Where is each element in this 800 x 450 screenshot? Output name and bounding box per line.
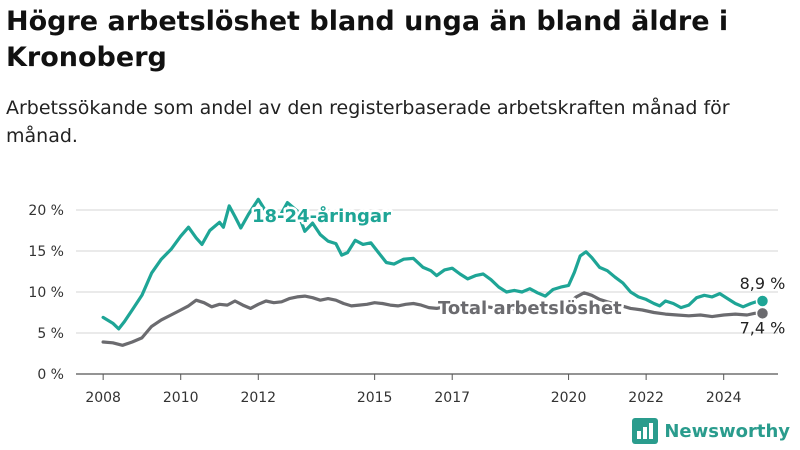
x-tick-label: 2015 [357,390,393,406]
series-line [101,291,765,347]
x-tick-label: 2008 [85,390,121,406]
series-lines [101,197,765,347]
chart-title: Högre arbetslöshet bland unga än bland ä… [6,6,729,73]
brand-name: Newsworthy [664,420,790,442]
bar-chart-logo-icon [632,418,659,444]
y-tick-label: 20 % [28,203,64,219]
y-tick-label: 15 % [28,244,64,260]
y-axis: 0 % 5 % 10 % 15 % 20 % [28,203,64,383]
y-tick-label: 10 % [28,285,64,301]
chart-subtitle: Arbetssökande som andel av den registerb… [6,97,730,147]
x-tick-label: 2022 [628,390,664,406]
y-tick-label: 0 % [37,367,64,383]
series-labels: 8,9 % 18-24-åringar 7,4 % Total arbetslöshe… [250,203,786,338]
series-name-label: 18-24-åringar [252,205,391,227]
end-value-label: 7,4 % [740,318,786,337]
gridlines [76,209,778,375]
series-name-label: Total arbetslöshet [438,298,622,319]
x-axis: 2008 2010 2012 2015 2017 2020 2022 2024 [85,374,742,406]
x-tick-label: 2020 [551,390,587,406]
series-end-point [755,306,770,321]
brand-logo[interactable]: Newsworthy [632,418,790,444]
y-tick-label: 5 % [37,326,64,342]
series-line [101,197,765,331]
series-end-point [755,294,770,308]
x-tick-label: 2017 [434,390,470,406]
x-tick-label: 2010 [163,390,199,406]
x-tick-label: 2024 [706,390,742,406]
end-value-label: 8,9 % [740,274,786,293]
x-tick-label: 2012 [240,390,276,406]
